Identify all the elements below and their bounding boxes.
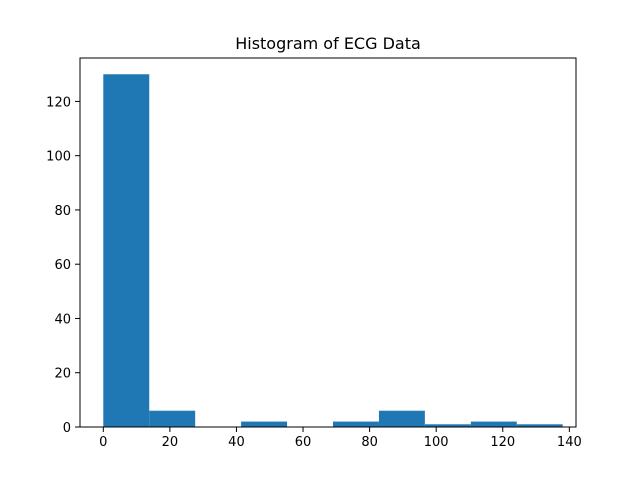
x-tick-label: 40 bbox=[228, 435, 245, 450]
x-tick-label: 60 bbox=[295, 435, 312, 450]
histogram-bar bbox=[241, 421, 288, 427]
x-tick-label: 0 bbox=[99, 435, 107, 450]
y-tick-label: 80 bbox=[54, 204, 71, 219]
y-tick-label: 100 bbox=[46, 150, 71, 165]
x-axis-ticks: 0 20 40 60 80 100 120 140 bbox=[99, 427, 582, 450]
x-tick-label: 140 bbox=[557, 435, 582, 450]
histogram-bar bbox=[516, 424, 563, 427]
histogram-bar bbox=[424, 424, 471, 427]
histogram-bar bbox=[378, 410, 425, 427]
bars-group bbox=[103, 74, 563, 427]
y-tick-label: 40 bbox=[54, 312, 71, 327]
histogram-bar bbox=[470, 421, 517, 427]
histogram-bar bbox=[103, 74, 150, 427]
y-tick-label: 20 bbox=[54, 367, 71, 382]
y-axis-ticks: 0 20 40 60 80 100 120 bbox=[46, 95, 80, 436]
x-tick-label: 20 bbox=[162, 435, 179, 450]
histogram-bar bbox=[149, 410, 196, 427]
y-tick-label: 120 bbox=[46, 95, 71, 110]
chart-title: Histogram of ECG Data bbox=[235, 34, 421, 53]
y-tick-label: 0 bbox=[63, 421, 71, 436]
x-tick-label: 100 bbox=[424, 435, 449, 450]
histogram-bar bbox=[332, 421, 379, 427]
plot-frame bbox=[79, 57, 577, 428]
x-tick-label: 120 bbox=[490, 435, 515, 450]
x-tick-label: 80 bbox=[361, 435, 378, 450]
y-tick-label: 60 bbox=[54, 258, 71, 273]
